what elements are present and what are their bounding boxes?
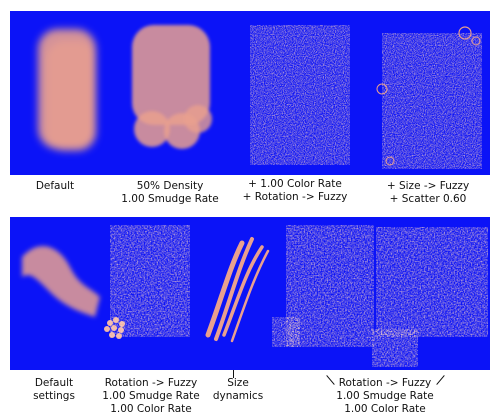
stroke-default-settings bbox=[22, 246, 100, 317]
stroke-rotation-fuzzy bbox=[110, 225, 190, 337]
caption-rotation-smudge-color-1: Rotation -> Fuzzy 1.00 Smudge Rate 1.00 … bbox=[102, 377, 200, 415]
caption-color-rotation: + 1.00 Color Rate + Rotation -> Fuzzy bbox=[242, 178, 348, 203]
stroke-default bbox=[38, 29, 96, 151]
pointer-line-size-dynamics bbox=[233, 370, 234, 378]
bottom-canvas-panel bbox=[10, 217, 490, 370]
stroke-size-scatter bbox=[376, 26, 482, 169]
caption-default: Default bbox=[35, 180, 75, 192]
caption-size-dynamics: Size dynamics bbox=[212, 377, 264, 402]
caption-rotation-smudge-color-2: Rotation -> Fuzzy 1.00 Smudge Rate 1.00 … bbox=[336, 377, 434, 415]
top-strokes-illustration bbox=[38, 25, 482, 169]
stroke-color-rotation bbox=[250, 25, 350, 165]
caption-density-smudge: 50% Density 1.00 Smudge Rate bbox=[121, 180, 219, 205]
stroke-size-dynamics bbox=[205, 237, 270, 343]
stroke-rotation-smudge-color bbox=[272, 225, 488, 367]
stroke-density bbox=[132, 25, 212, 149]
caption-size-scatter: + Size -> Fuzzy + Scatter 0.60 bbox=[386, 180, 470, 205]
top-canvas-panel bbox=[10, 11, 490, 175]
caption-default-settings: Default settings bbox=[33, 377, 75, 402]
bottom-strokes-illustration bbox=[22, 225, 488, 367]
